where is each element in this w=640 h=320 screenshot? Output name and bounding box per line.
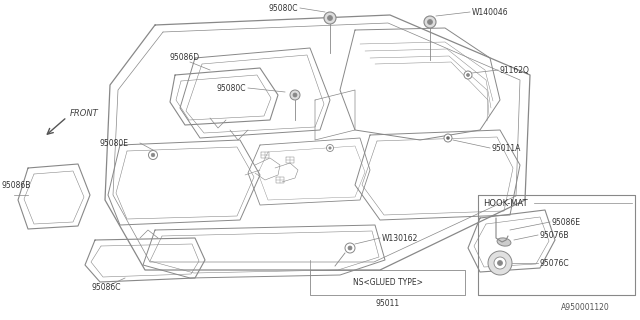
Text: FRONT: FRONT xyxy=(70,108,99,117)
Text: 95011A: 95011A xyxy=(492,143,522,153)
Circle shape xyxy=(324,12,336,24)
Text: 95080C: 95080C xyxy=(216,84,246,92)
Circle shape xyxy=(428,20,433,25)
Circle shape xyxy=(497,260,502,266)
Text: 95076C: 95076C xyxy=(540,259,570,268)
Circle shape xyxy=(326,145,333,151)
Text: 95086E: 95086E xyxy=(552,218,581,227)
Circle shape xyxy=(151,153,155,157)
Text: 95076B: 95076B xyxy=(540,230,570,239)
Circle shape xyxy=(494,257,506,269)
Text: 95011: 95011 xyxy=(376,299,399,308)
Text: 95086D: 95086D xyxy=(170,52,200,61)
Text: A950001120: A950001120 xyxy=(561,303,610,313)
Circle shape xyxy=(447,137,449,140)
Circle shape xyxy=(444,134,452,142)
Text: 95086C: 95086C xyxy=(92,284,122,292)
Text: W130162: W130162 xyxy=(382,234,419,243)
Circle shape xyxy=(293,93,297,97)
Ellipse shape xyxy=(497,238,511,246)
Circle shape xyxy=(464,71,472,79)
Circle shape xyxy=(424,16,436,28)
Circle shape xyxy=(348,246,352,250)
Text: 95080E: 95080E xyxy=(100,139,129,148)
Circle shape xyxy=(345,243,355,253)
Text: W140046: W140046 xyxy=(472,7,509,17)
Text: NS<GLUED TYPE>: NS<GLUED TYPE> xyxy=(353,278,422,287)
Text: 91162Q: 91162Q xyxy=(500,66,530,75)
Text: 95080C: 95080C xyxy=(269,4,298,12)
Circle shape xyxy=(290,90,300,100)
Circle shape xyxy=(467,74,470,76)
Circle shape xyxy=(328,15,333,20)
Text: HOOK-MAT: HOOK-MAT xyxy=(483,198,527,207)
Text: 95086B: 95086B xyxy=(2,180,31,189)
Circle shape xyxy=(329,147,332,149)
Circle shape xyxy=(148,150,157,159)
Circle shape xyxy=(488,251,512,275)
